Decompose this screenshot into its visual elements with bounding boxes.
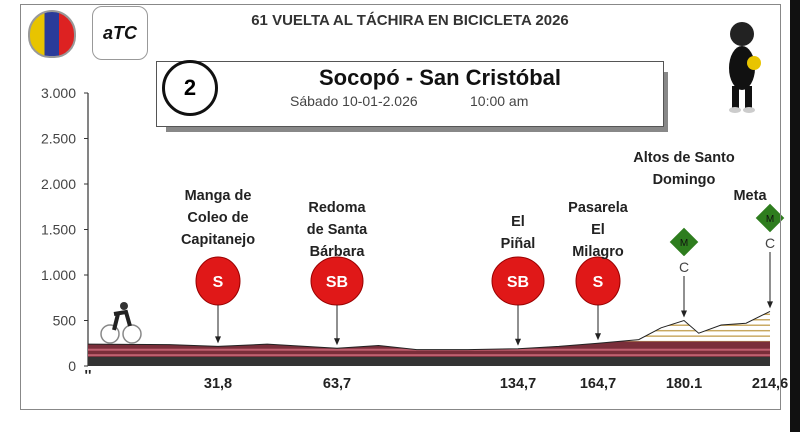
point-name: de Santa (307, 222, 368, 238)
point-name: Altos de Santo (633, 150, 735, 166)
category-label: C (679, 259, 689, 275)
mountain-badge (668, 226, 700, 258)
point-name: Bárbara (310, 244, 366, 260)
point-name: Coleo de (187, 210, 248, 226)
rider-head (120, 302, 128, 310)
y-tick-label: 1.000 (41, 267, 76, 283)
federation-logo (28, 10, 76, 58)
pointer-arrow (767, 301, 773, 309)
base-band (88, 356, 770, 366)
stage-box (156, 61, 664, 127)
sprint-badge-label: S (593, 274, 604, 291)
km-label: 164,7 (580, 376, 616, 392)
wheel (100, 324, 120, 344)
y-tick-label: 500 (53, 313, 77, 329)
pointer-arrow (515, 338, 521, 346)
mountain-badge-label: M (766, 214, 774, 225)
start-tick: '' (85, 368, 92, 384)
km-label: 180.1 (666, 376, 702, 392)
point-name: El (511, 214, 525, 230)
rider (112, 309, 132, 331)
edge-bar (790, 0, 800, 432)
point-name: Piñal (501, 236, 536, 252)
pointer-arrow (681, 310, 687, 318)
stage-number: 2 (162, 60, 218, 116)
y-tick-label: 2.500 (41, 131, 76, 147)
y-tick-label: 3.000 (41, 85, 76, 101)
category-label: C (765, 235, 775, 251)
point-name: El (591, 222, 605, 238)
pointer-arrow (595, 333, 601, 341)
profile-line (87, 310, 771, 351)
stage-time: 10:00 am (470, 93, 529, 109)
point-name: Pasarela (568, 200, 629, 216)
mountain-badge-label: M (680, 238, 688, 249)
km-label: 31,8 (204, 376, 232, 392)
point-name: Meta (733, 188, 767, 204)
km-label: 134,7 (500, 376, 536, 392)
profile-frame (20, 4, 781, 410)
stage-route: Socopó - San Cristóbal (318, 65, 562, 90)
sprint-badge-label: SB (326, 274, 348, 291)
wheel (122, 324, 142, 344)
y-tick-label: 2.000 (41, 176, 76, 192)
atc-logo: aTC (92, 6, 148, 60)
point-name: Manga de (185, 188, 252, 204)
cyclist-icon (100, 302, 142, 344)
sprint-badge-label: S (213, 274, 224, 291)
sprint-badge-label: SB (507, 274, 529, 291)
point-name: Redoma (308, 200, 366, 216)
point-name: Capitanejo (181, 232, 255, 248)
point-name: Milagro (572, 244, 624, 260)
point-name: Domingo (653, 172, 716, 188)
km-label: 214,6 (752, 376, 788, 392)
pointer-arrow (215, 336, 221, 344)
lowland-stripe (88, 354, 770, 357)
y-tick-label: 0 (68, 358, 76, 374)
race-title: 61 VUELTA AL TÁCHIRA EN BICICLETA 2026 (251, 12, 569, 29)
km-label: 63,7 (323, 376, 351, 392)
stage-date: Sábado 10-01-2.026 (290, 93, 418, 109)
y-tick-label: 1.500 (41, 222, 76, 238)
pointer-arrow (334, 338, 340, 346)
mascot-icon (729, 22, 761, 113)
